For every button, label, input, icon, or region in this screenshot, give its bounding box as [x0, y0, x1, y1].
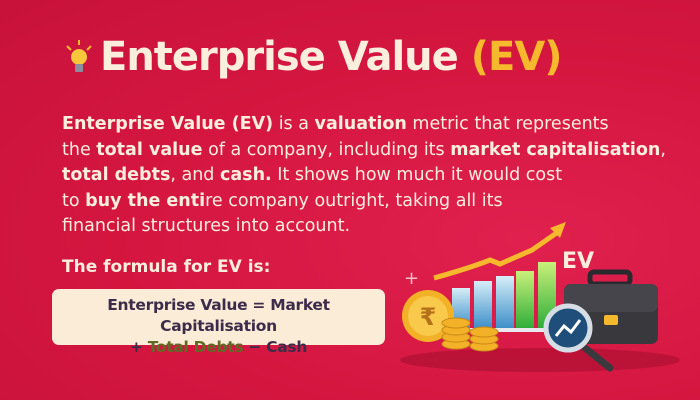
illustration: + EV ₹ — [400, 222, 680, 372]
description-line: the total value of a company, including … — [62, 138, 666, 164]
text-segment: , — [660, 139, 666, 160]
emphasis-text: Enterprise Value (EV) — [62, 114, 274, 134]
text-segment: re company outright, taking all its — [205, 190, 503, 211]
text-segment: financial structures into account. — [62, 216, 351, 236]
description: Enterprise Value (EV) is a valuation met… — [62, 112, 666, 240]
description-line: to buy the entire company outright, taki… — [62, 189, 522, 215]
formula-plus: + — [129, 338, 148, 356]
rupee-symbol: ₹ — [420, 303, 437, 331]
bar-3 — [496, 276, 514, 328]
emphasis-text: cash. — [219, 165, 272, 185]
title-main: Enterprise Value — [100, 34, 459, 80]
formula-minus-cash: − Cash — [243, 338, 308, 356]
lightbulb-icon — [66, 40, 92, 72]
plus-sparkle-icon: + — [404, 268, 419, 289]
page-title: Enterprise Value (EV) — [100, 34, 563, 80]
rupee-coin-icon: ₹ — [402, 290, 454, 342]
formula-line-2: + Total Debts − Cash — [52, 337, 385, 358]
emphasis-text: total debts — [62, 165, 171, 185]
text-segment: It shows how much it would cost — [271, 165, 563, 185]
text-segment: of a company, including its — [202, 139, 451, 160]
magnifier-icon — [543, 303, 614, 372]
description-line: total debts, and cash. It shows how much… — [62, 163, 562, 189]
bar-4 — [516, 271, 534, 328]
title-accent: (EV) — [470, 34, 563, 80]
emphasis-text: buy the enti — [85, 190, 206, 211]
ev-label: EV — [562, 249, 594, 274]
emphasis-text: valuation — [314, 114, 407, 134]
formula-debts: Total Debts — [147, 338, 244, 356]
text-segment: , and — [170, 165, 220, 185]
emphasis-text: market capitalisation — [450, 139, 661, 160]
emphasis-text: total value — [96, 139, 203, 160]
description-line: Enterprise Value (EV) is a valuation met… — [62, 112, 609, 138]
text-segment: is a — [273, 114, 315, 134]
description-line: financial structures into account. — [62, 214, 522, 240]
text-segment: metric that represents — [406, 114, 609, 134]
trend-arrow-icon — [433, 229, 560, 281]
formula-box: Enterprise Value = Market Capitalisation… — [52, 289, 385, 356]
bar-2 — [474, 281, 492, 328]
formula-label: The formula for EV is: — [62, 257, 271, 277]
coin-stack-icon — [441, 317, 499, 352]
text-segment: to — [62, 190, 86, 211]
text-segment: the — [62, 139, 97, 160]
formula-line-1: Enterprise Value = Market Capitalisation — [107, 296, 330, 335]
